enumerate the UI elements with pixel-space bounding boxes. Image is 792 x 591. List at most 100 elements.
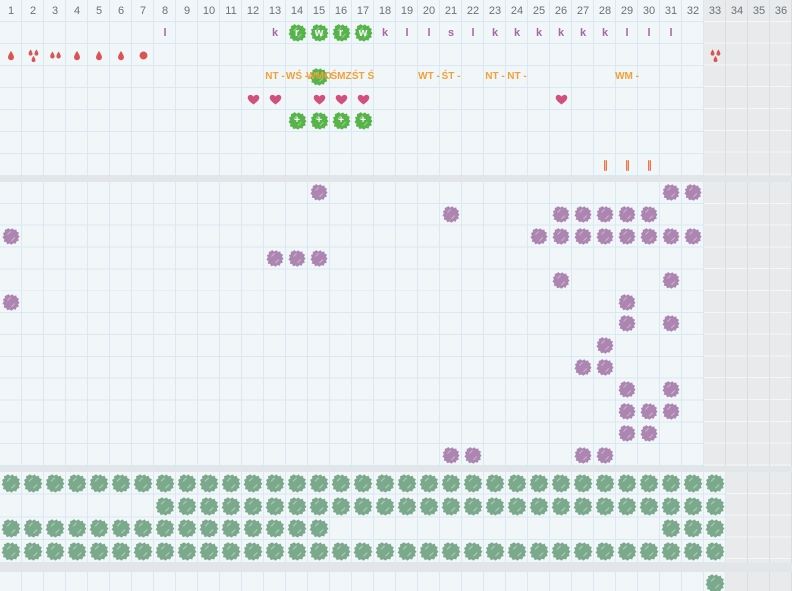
plus-blob-cell: +: [286, 110, 308, 132]
week-header-cell: 31: [660, 0, 682, 22]
plant-blob-icon: [132, 541, 154, 562]
sage-blob-cell: [660, 495, 682, 518]
sage-blob-cell: [308, 495, 330, 518]
sage-blob-cell: [220, 518, 242, 541]
sage-blob-cell: [396, 540, 418, 563]
heart-icon: [269, 94, 282, 105]
heart-icon: [313, 94, 326, 105]
plant-blob-icon: [286, 518, 308, 539]
week-header-cell: 9: [176, 0, 198, 22]
droplet-cell: [66, 44, 88, 66]
sage-blob-cell: [484, 495, 506, 518]
phase-letter: l: [163, 26, 167, 39]
plant-blob-icon: [441, 205, 461, 224]
plant-blob-icon: [132, 473, 154, 494]
week-header-cell: 16: [330, 0, 352, 22]
sage-blob-cell: [704, 540, 726, 563]
plant-blob-icon: [682, 518, 704, 539]
heart-icon: [247, 94, 260, 105]
sage-blob-cell: [154, 495, 176, 518]
plant-blob-icon: [617, 314, 637, 333]
week-header-cell: 29: [616, 0, 638, 22]
plant-blob-icon: [594, 496, 616, 517]
phase-letter: s: [447, 26, 455, 39]
purple-blob-cell: [0, 226, 22, 248]
week-number: 2: [29, 5, 37, 17]
week-header-cell: 25: [528, 0, 550, 22]
sage-blob-cell: [242, 495, 264, 518]
plant-blob-icon: [573, 205, 593, 224]
plant-blob-icon: [506, 473, 528, 494]
phase-letter-cell: l: [418, 22, 440, 44]
sage-blob-cell: [704, 472, 726, 495]
phase-letter: k: [381, 26, 389, 39]
plus-blob-cell: +: [308, 110, 330, 132]
plant-blob-icon: [286, 473, 308, 494]
plant-blob-icon: [660, 518, 682, 539]
week-number: 36: [774, 5, 788, 17]
plant-blob-icon: [374, 473, 396, 494]
phase-letter-cell: l: [638, 22, 660, 44]
sage-blob-cell: [374, 472, 396, 495]
sage-blob-cell: [330, 495, 352, 518]
purple-blob-cell: [616, 226, 638, 248]
heart-cell: [550, 88, 572, 110]
sage-blob-cell: [176, 540, 198, 563]
week-number: 3: [51, 5, 59, 17]
phase-letter: k: [271, 26, 279, 39]
plant-blob-icon: [682, 473, 704, 494]
plant-blob-icon: [88, 541, 110, 562]
purple-blob-cell: [550, 269, 572, 291]
sage-blob-cell: [330, 540, 352, 563]
sage-blob-cell: [264, 518, 286, 541]
plant-blob-icon: [462, 473, 484, 494]
sage-blob-cell: [616, 495, 638, 518]
heart-cell: [352, 88, 374, 110]
purple-blob-cell: [440, 444, 462, 466]
bar-cell: [616, 154, 638, 176]
purple-blob-cell: [616, 422, 638, 444]
plant-blob-icon: [88, 473, 110, 494]
sage-blob-cell: [660, 540, 682, 563]
sage-blob-cell: [638, 540, 660, 563]
orange-label: WŚ -: [285, 71, 309, 82]
droplet-cell: [132, 44, 154, 66]
phase-letter-cell: s: [440, 22, 462, 44]
water-droplet-icon: [73, 50, 81, 61]
week-header-cell: 36: [770, 0, 792, 22]
sage-blob-cell: [352, 540, 374, 563]
week-header-cell: 4: [66, 0, 88, 22]
plus-blob-cell: +: [330, 110, 352, 132]
plant-blob-icon: [220, 541, 242, 562]
plant-blob-icon: [704, 473, 726, 494]
plant-blob-icon: [551, 205, 571, 224]
sage-blob-cell: [0, 540, 22, 563]
plant-blob-icon: [573, 358, 593, 377]
plant-blob-icon: [617, 424, 637, 443]
plant-blob-icon: [265, 249, 285, 268]
phase-letter-cell: l: [396, 22, 418, 44]
week-number: 4: [73, 5, 81, 17]
plant-blob-icon: [66, 473, 88, 494]
phase-letter: k: [579, 26, 587, 39]
week-number: 10: [202, 5, 216, 17]
plant-blob-icon: [639, 424, 659, 443]
plant-blob-icon: [374, 496, 396, 517]
week-number: 15: [312, 5, 326, 17]
sage-blob-cell: [110, 518, 132, 541]
week-number: 27: [576, 5, 590, 17]
section-separator: [0, 176, 792, 182]
plant-blob-icon: [309, 249, 329, 268]
label-cell: WŚ -: [286, 66, 308, 88]
sage-blob-cell: [682, 495, 704, 518]
phase-letter-cell: k: [528, 22, 550, 44]
sage-blob-cell: [220, 540, 242, 563]
purple-blob-cell: [660, 379, 682, 401]
sage-blob-cell: [594, 540, 616, 563]
sage-blob-cell: [22, 472, 44, 495]
gray-region-top: [704, 0, 792, 176]
purple-blob-cell: [638, 422, 660, 444]
week-header-cell: 17: [352, 0, 374, 22]
plant-blob-icon: [617, 227, 637, 246]
week-header-cell: 33: [704, 0, 726, 22]
